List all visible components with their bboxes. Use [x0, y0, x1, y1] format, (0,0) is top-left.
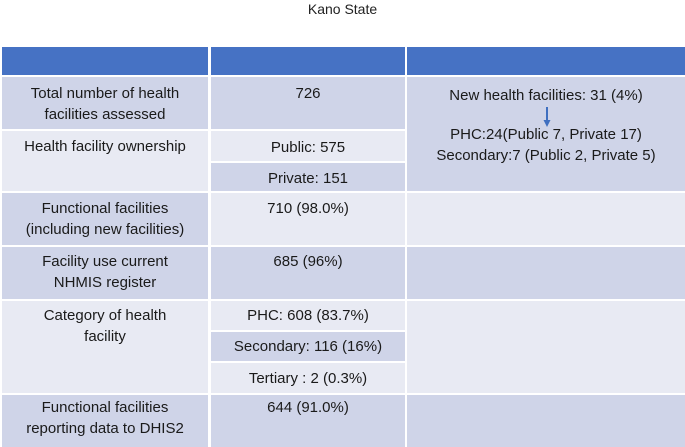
- empty-reporting: [407, 395, 685, 447]
- value-ownership-private: Private: 151: [211, 163, 405, 191]
- value-category-secondary: Secondary: 116 (16%): [211, 332, 405, 361]
- value-total-assessed: 726: [211, 77, 405, 129]
- empty-category: [407, 301, 685, 393]
- empty-nhmis: [407, 247, 685, 299]
- label-reporting: Functional facilities reporting data to …: [2, 395, 208, 447]
- label-category: Category of health facility: [2, 301, 208, 393]
- value-ownership-public: Public: 575: [211, 131, 405, 161]
- label-ownership: Health facility ownership: [2, 131, 208, 191]
- header-cell-2: [211, 47, 405, 75]
- value-category-tertiary: Tertiary : 2 (0.3%): [211, 363, 405, 393]
- header-cell-1: [2, 47, 208, 75]
- new-facilities-phc: PHC:24(Public 7, Private 17): [450, 126, 642, 143]
- label-functional: Functional facilities (including new fac…: [2, 193, 208, 245]
- new-facilities-note: New health facilities: 31 (4%) PHC:24(Pu…: [407, 85, 685, 166]
- new-facilities-secondary: Secondary:7 (Public 2, Private 5): [436, 147, 656, 164]
- page-title: Kano State: [307, 1, 378, 17]
- header-cell-3: [407, 47, 685, 75]
- label-nhmis: Facility use current NHMIS register: [2, 247, 208, 299]
- value-nhmis: 685 (96%): [211, 247, 405, 299]
- value-category-phc: PHC: 608 (83.7%): [211, 301, 405, 330]
- new-facilities-panel: [407, 77, 685, 191]
- new-facilities-headline: New health facilities: 31 (4%): [449, 87, 643, 104]
- label-total-assessed: Total number of health facilities assess…: [2, 77, 208, 129]
- value-functional: 710 (98.0%): [211, 193, 405, 245]
- down-arrow-icon: [543, 107, 551, 127]
- empty-functional: [407, 193, 685, 245]
- value-reporting: 644 (91.0%): [211, 395, 405, 447]
